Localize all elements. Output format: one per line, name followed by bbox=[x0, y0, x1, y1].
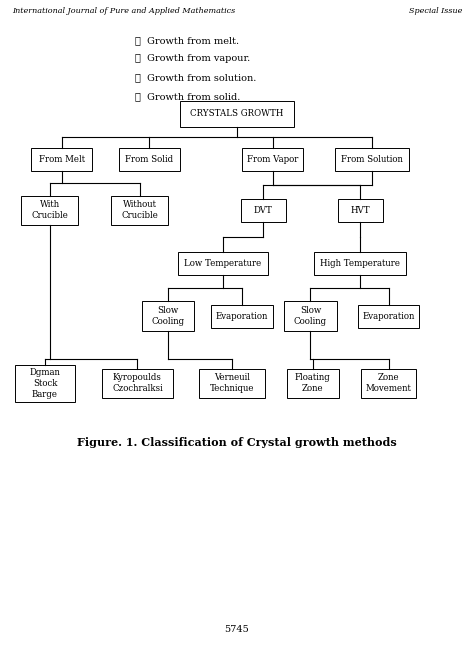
Text: Slow
Cooling: Slow Cooling bbox=[152, 306, 185, 326]
FancyBboxPatch shape bbox=[118, 148, 180, 171]
FancyBboxPatch shape bbox=[102, 369, 173, 398]
FancyBboxPatch shape bbox=[142, 302, 194, 331]
Text: 5745: 5745 bbox=[225, 625, 249, 634]
Text: CRYSTALS GROWTH: CRYSTALS GROWTH bbox=[191, 109, 283, 119]
Text: ❖  Growth from solid.: ❖ Growth from solid. bbox=[135, 92, 240, 101]
Text: Dgman
Stock
Barge: Dgman Stock Barge bbox=[29, 368, 61, 399]
Text: Slow
Cooling: Slow Cooling bbox=[294, 306, 327, 326]
Text: Zone
Movement: Zone Movement bbox=[366, 373, 411, 393]
Text: With
Crucible: With Crucible bbox=[31, 200, 68, 220]
Text: Floating
Zone: Floating Zone bbox=[295, 373, 331, 393]
Text: International Journal of Pure and Applied Mathematics: International Journal of Pure and Applie… bbox=[12, 7, 235, 15]
FancyBboxPatch shape bbox=[31, 148, 92, 171]
FancyBboxPatch shape bbox=[361, 369, 416, 398]
Text: Figure. 1. Classification of Crystal growth methods: Figure. 1. Classification of Crystal gro… bbox=[77, 437, 397, 448]
FancyBboxPatch shape bbox=[242, 148, 303, 171]
Text: DVT: DVT bbox=[254, 206, 273, 215]
FancyBboxPatch shape bbox=[15, 365, 75, 402]
FancyBboxPatch shape bbox=[337, 199, 383, 222]
FancyBboxPatch shape bbox=[178, 252, 268, 275]
Text: From Solid: From Solid bbox=[125, 155, 173, 164]
Text: Evaporation: Evaporation bbox=[216, 312, 268, 321]
Text: ❖  Growth from vapour.: ❖ Growth from vapour. bbox=[135, 54, 250, 64]
Text: Evaporation: Evaporation bbox=[363, 312, 415, 321]
FancyBboxPatch shape bbox=[287, 369, 339, 398]
FancyBboxPatch shape bbox=[211, 305, 273, 328]
FancyBboxPatch shape bbox=[241, 199, 285, 222]
Text: High Temperature: High Temperature bbox=[320, 259, 400, 268]
FancyBboxPatch shape bbox=[358, 305, 419, 328]
Text: Without
Crucible: Without Crucible bbox=[121, 200, 158, 220]
Text: From Solution: From Solution bbox=[341, 155, 403, 164]
FancyBboxPatch shape bbox=[314, 252, 406, 275]
Text: ❖  Growth from solution.: ❖ Growth from solution. bbox=[135, 73, 256, 82]
FancyBboxPatch shape bbox=[284, 302, 337, 331]
FancyBboxPatch shape bbox=[21, 196, 78, 225]
Text: Special Issue: Special Issue bbox=[409, 7, 462, 15]
Text: Low Temperature: Low Temperature bbox=[184, 259, 261, 268]
Text: Kyropoulds
Czochralksi: Kyropoulds Czochralksi bbox=[112, 373, 163, 393]
FancyBboxPatch shape bbox=[336, 148, 409, 171]
Text: ❖  Growth from melt.: ❖ Growth from melt. bbox=[135, 36, 239, 45]
FancyBboxPatch shape bbox=[199, 369, 265, 398]
Text: From Vapor: From Vapor bbox=[247, 155, 298, 164]
FancyBboxPatch shape bbox=[111, 196, 168, 225]
FancyBboxPatch shape bbox=[180, 101, 294, 127]
Text: HVT: HVT bbox=[350, 206, 370, 215]
Text: Verneuil
Technique: Verneuil Technique bbox=[210, 373, 255, 393]
Text: From Melt: From Melt bbox=[38, 155, 85, 164]
